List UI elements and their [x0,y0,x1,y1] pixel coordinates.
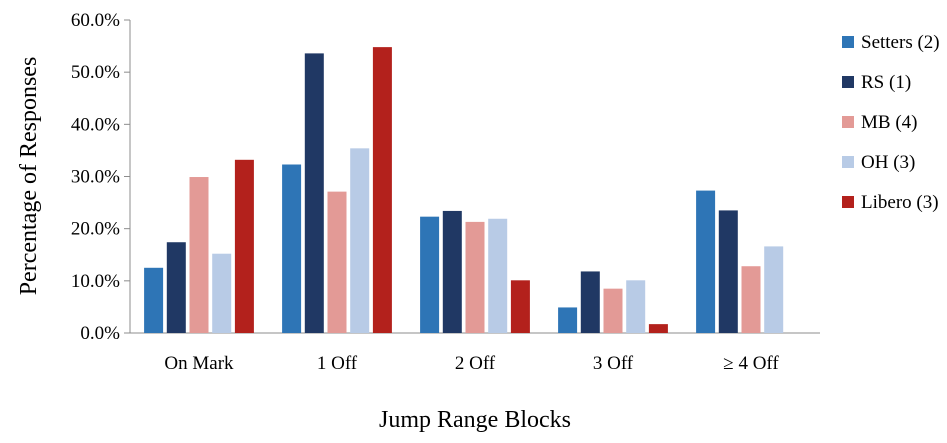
legend-swatch [842,76,854,88]
bar [626,280,646,333]
bar [580,271,600,333]
y-axis-title: Percentage of Responses [16,57,42,296]
bar [304,53,324,334]
bar [234,159,254,333]
x-category-labels: On Mark 1 Off 2 Off 3 Off ≥ 4 Off [164,353,779,374]
bar [741,266,761,333]
bar [212,253,232,333]
legend-label: RS (1) [861,72,911,93]
legend-swatch [842,116,854,128]
bar [350,148,370,333]
y-tick-label: 0.0% [80,323,120,344]
x-category-label: 1 Off [317,353,358,374]
bar [144,267,164,333]
bar [718,210,738,333]
legend-label: Setters (2) [861,32,940,53]
legend-swatch [842,156,854,168]
x-category-label: On Mark [164,353,234,374]
bar [488,218,508,333]
bar [510,280,530,333]
legend-label: MB (4) [861,112,917,133]
y-tick-label: 10.0% [71,271,120,292]
bar [603,288,623,333]
legend: Setters (2) RS (1) MB (4) OH (3) Libero (3) [842,32,940,213]
y-tick-label: 50.0% [71,62,120,83]
y-tick-label: 40.0% [71,114,120,135]
x-category-label: ≥ 4 Off [723,353,779,374]
bar [558,307,578,333]
bar [764,246,784,333]
bar [465,221,485,333]
y-tick-label: 60.0% [71,10,120,31]
bar [166,242,186,333]
bars [144,47,784,334]
bar [327,191,347,333]
bar [442,210,462,333]
legend-label: Libero (3) [861,192,939,213]
y-tick-label: 30.0% [71,167,120,188]
bar [696,190,716,333]
x-category-label: 3 Off [593,353,634,374]
legend-swatch [842,36,854,48]
y-tick-label: 20.0% [71,219,120,240]
bar [372,47,392,333]
bar [420,216,440,333]
y-tick-labels: 0.0% 10.0% 20.0% 30.0% 40.0% 50.0% 60.0% [71,10,130,344]
legend-swatch [842,196,854,208]
x-axis-title: Jump Range Blocks [379,407,571,433]
x-category-label: 2 Off [455,353,496,374]
bar [648,324,668,333]
legend-label: OH (3) [861,152,915,173]
bar [282,164,302,333]
bar [189,177,209,333]
